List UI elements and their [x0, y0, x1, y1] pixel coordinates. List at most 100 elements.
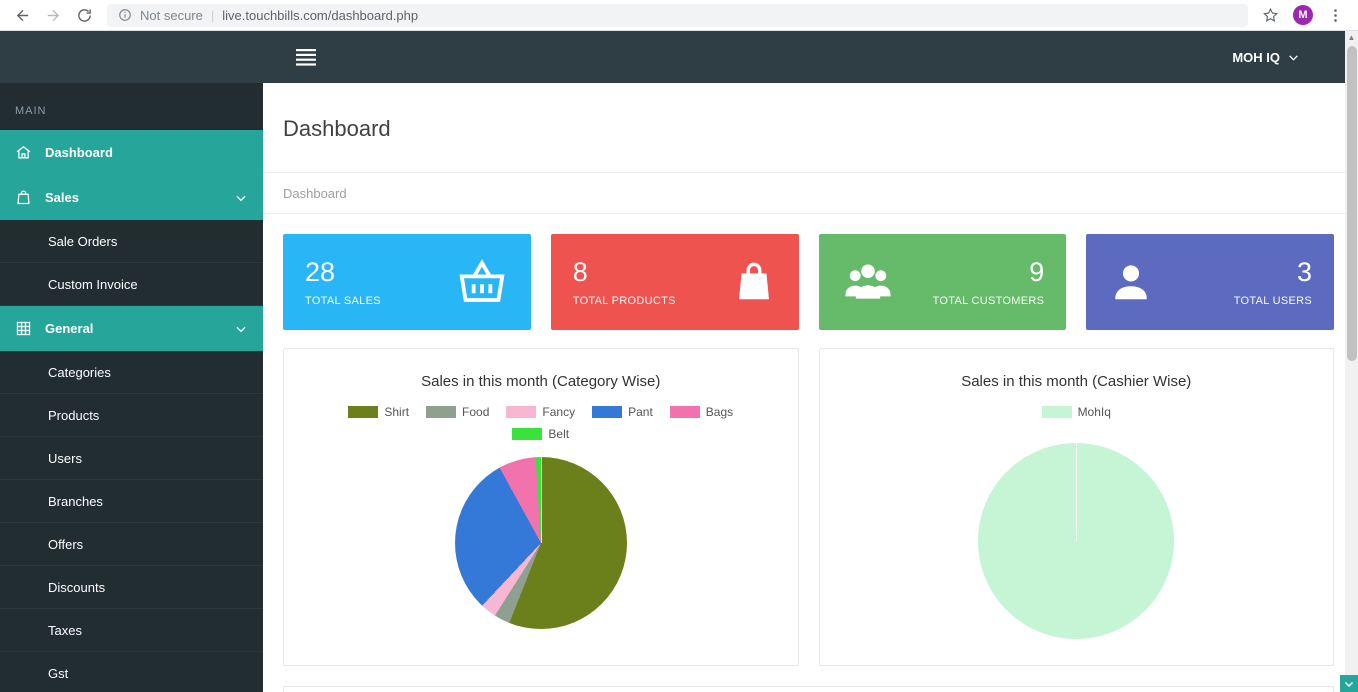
sidebar-toggle-icon[interactable]: [296, 48, 316, 66]
page-title: Dashboard: [283, 116, 391, 141]
charts-row: Sales in this month (Category Wise) Shir…: [283, 348, 1334, 666]
legend-swatch: [426, 406, 457, 418]
breadcrumb-item[interactable]: Dashboard: [283, 186, 347, 201]
url-separator: |: [210, 7, 215, 23]
stat-value: 3: [1296, 257, 1312, 287]
user-menu[interactable]: MOH IQ: [1232, 50, 1300, 65]
sidebar-item-custom-invoice[interactable]: Custom Invoice: [0, 263, 263, 306]
sidebar-item-branches[interactable]: Branches: [0, 480, 263, 523]
main-content: Dashboard Dashboard 28 TOTAL SALES: [263, 83, 1358, 692]
sidebar-item-label: General: [45, 321, 94, 336]
legend-swatch: [348, 406, 379, 418]
scrollbar-thumb[interactable]: [1346, 46, 1357, 361]
legend-swatch: [592, 406, 623, 418]
stat-value: 28: [305, 257, 336, 287]
sidebar-item-categories[interactable]: Categories: [0, 351, 263, 394]
stat-value: 9: [1029, 257, 1045, 287]
total-sales-card[interactable]: 28 TOTAL SALES: [283, 234, 531, 330]
pie-slice-divider: [1076, 443, 1078, 541]
forward-icon[interactable]: [45, 7, 62, 24]
stat-label: TOTAL CUSTOMERS: [932, 295, 1045, 307]
total-products-card[interactable]: 8 TOTAL PRODUCTS: [550, 234, 799, 330]
app-topbar: MOH IQ: [0, 31, 1358, 83]
legend-swatch: [669, 406, 700, 418]
legend-label: Belt: [548, 427, 570, 441]
sidebar-item-sale-orders[interactable]: Sale Orders: [0, 220, 263, 263]
sidebar-item-discounts[interactable]: Discounts: [0, 566, 263, 609]
next-section-card: [283, 686, 1334, 692]
legend-label: Fancy: [542, 405, 576, 419]
sidebar-item-sales[interactable]: Sales: [0, 175, 263, 220]
grid-icon: [16, 321, 31, 336]
legend-item[interactable]: Shirt: [348, 405, 409, 419]
address-bar[interactable]: Not secure | live.touchbills.com/dashboa…: [107, 3, 1248, 27]
legend-item[interactable]: Bags: [669, 405, 734, 419]
general-submenu: Categories Products Users Branches Offer…: [0, 351, 263, 692]
scrollbar-up-arrow[interactable]: ▲: [1347, 33, 1356, 42]
back-icon[interactable]: [14, 7, 31, 24]
sidebar: MAIN Dashboard Sales Sale Orders Custom …: [0, 83, 263, 692]
browser-toolbar: Not secure | live.touchbills.com/dashboa…: [0, 0, 1358, 31]
legend-item[interactable]: MohIq: [1041, 405, 1111, 419]
page-scrollbar[interactable]: ▲: [1345, 31, 1358, 692]
legend-item[interactable]: Fancy: [506, 405, 575, 419]
sales-submenu: Sale Orders Custom Invoice: [0, 220, 263, 306]
profile-avatar[interactable]: M: [1293, 5, 1313, 25]
legend-swatch: [1041, 406, 1072, 418]
shopping-bag-icon: [738, 262, 769, 300]
sidebar-item-taxes[interactable]: Taxes: [0, 609, 263, 652]
sidebar-item-products[interactable]: Products: [0, 394, 263, 437]
legend-label: Bags: [705, 405, 734, 419]
total-users-card[interactable]: 3 TOTAL USERS: [1086, 234, 1334, 330]
stat-label: TOTAL USERS: [1233, 295, 1312, 307]
chart-title: Sales in this month (Cashier Wise): [961, 373, 1192, 390]
user-menu-label: MOH IQ: [1232, 49, 1280, 65]
sidebar-section-label: MAIN: [15, 105, 47, 117]
scroll-down-button[interactable]: [1340, 675, 1358, 692]
info-icon[interactable]: [118, 8, 132, 22]
cashier-pie-chart[interactable]: [978, 443, 1175, 639]
people-icon: [845, 264, 890, 299]
url-text: live.touchbills.com/dashboard.php: [222, 7, 419, 23]
stat-text: 8 TOTAL PRODUCTS: [573, 257, 676, 307]
stat-text: 3 TOTAL USERS: [1234, 257, 1312, 307]
legend-label: MohIq: [1077, 405, 1111, 419]
legend-item[interactable]: Pant: [592, 405, 653, 419]
stat-cards-row: 28 TOTAL SALES 8 TOTAL PRODUCTS: [283, 234, 1334, 330]
browser-menu-icon[interactable]: [1327, 7, 1344, 24]
breadcrumb: Dashboard: [263, 172, 1358, 214]
bookmark-star-icon[interactable]: [1262, 7, 1279, 24]
stat-label: TOTAL PRODUCTS: [572, 295, 676, 307]
bag-icon: [17, 190, 30, 205]
sidebar-item-gst[interactable]: Gst: [0, 652, 263, 692]
sidebar-item-label: Dashboard: [45, 145, 113, 160]
chart-title: Sales in this month (Category Wise): [421, 373, 661, 390]
stat-text: 9 TOTAL CUSTOMERS: [933, 257, 1045, 307]
legend-swatch: [512, 428, 543, 440]
sidebar-item-dashboard[interactable]: Dashboard: [0, 130, 263, 175]
legend-label: Shirt: [384, 405, 410, 419]
chevron-down-icon: [1344, 681, 1354, 687]
category-pie-chart[interactable]: [454, 457, 627, 629]
sidebar-item-label: Sales: [45, 190, 79, 205]
legend-label: Food: [462, 405, 490, 419]
chart-legend: Shirt Food Fancy Pant Bags Belt: [321, 405, 761, 441]
chevron-down-icon: [1289, 54, 1298, 61]
pie-slice-divider: [540, 457, 542, 543]
chrome-actions: M: [1262, 5, 1344, 25]
legend-item[interactable]: Food: [426, 405, 489, 419]
dashboard-body: 28 TOTAL SALES 8 TOTAL PRODUCTS: [263, 214, 1358, 692]
stat-value: 8: [572, 257, 588, 287]
legend-swatch: [506, 406, 537, 418]
legend-label: Pant: [628, 405, 653, 419]
sidebar-item-offers[interactable]: Offers: [0, 523, 263, 566]
legend-item[interactable]: Belt: [512, 427, 569, 441]
security-label: Not secure: [140, 7, 203, 23]
total-customers-card[interactable]: 9 TOTAL CUSTOMERS: [818, 234, 1067, 330]
chart-legend: MohIq: [1041, 405, 1111, 419]
refresh-icon[interactable]: [76, 7, 93, 24]
user-icon: [1115, 265, 1147, 300]
stat-label: TOTAL SALES: [305, 295, 381, 307]
sidebar-item-general[interactable]: General: [0, 306, 263, 351]
sidebar-item-users[interactable]: Users: [0, 437, 263, 480]
